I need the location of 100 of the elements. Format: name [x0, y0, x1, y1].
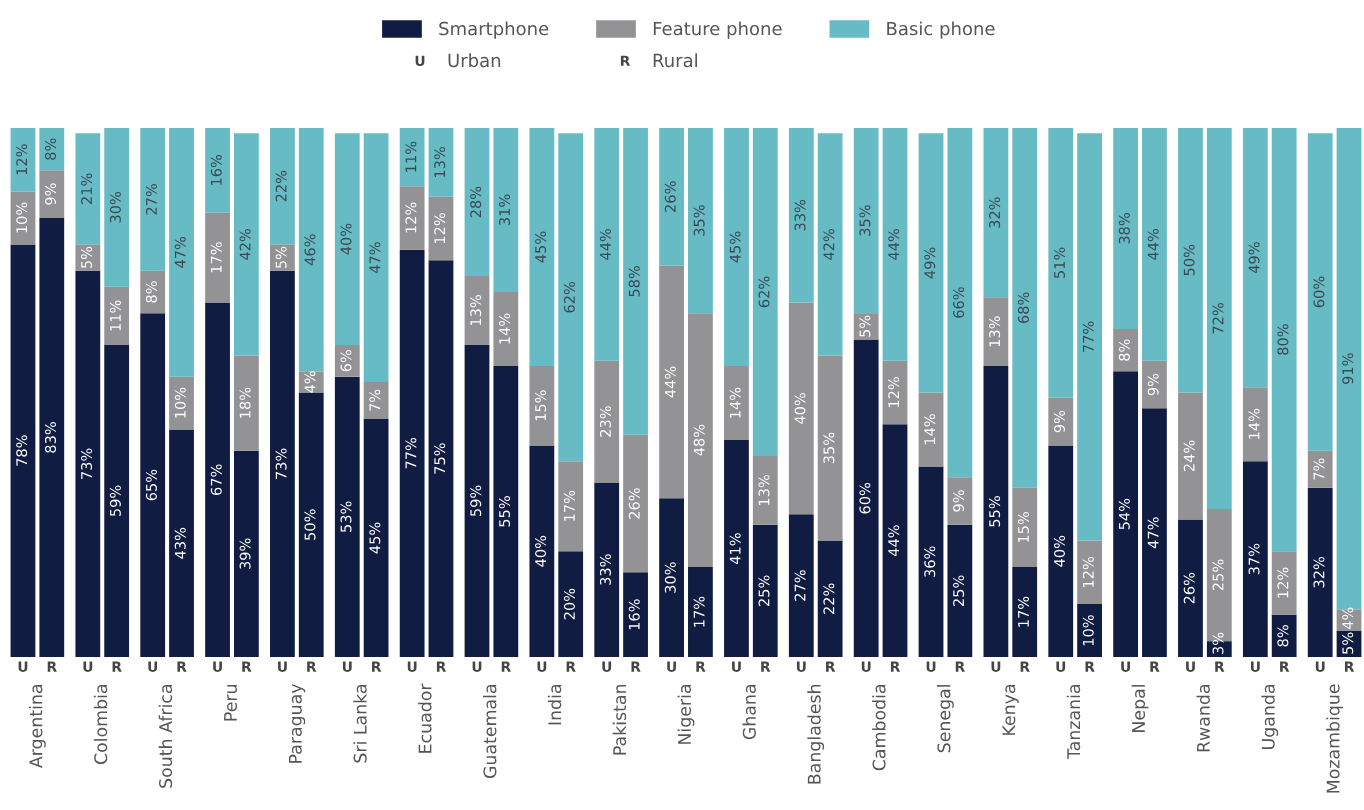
data-label: 48%: [693, 424, 705, 456]
data-label: 59%: [109, 485, 121, 517]
data-label: 14%: [924, 414, 936, 445]
text: Ecuador: [418, 683, 432, 753]
x-tick-label: R: [112, 661, 122, 672]
data-label: 35%: [859, 205, 871, 236]
data-label: 44%: [1147, 228, 1159, 260]
text: Nepal: [1131, 685, 1149, 732]
x-tick-label: R: [696, 661, 706, 672]
data-label: 17%: [693, 596, 705, 627]
data-label: 13%: [470, 295, 482, 326]
data-label: 5%: [1342, 632, 1354, 654]
data-label: 4%: [304, 371, 316, 393]
data-label: 44%: [599, 228, 611, 260]
data-label: 18%: [239, 387, 251, 418]
text: R: [620, 55, 631, 66]
data-label: 20%: [563, 588, 575, 620]
data-label: 62%: [563, 281, 575, 313]
text: Mozambique: [1326, 684, 1344, 793]
data-label: 7%: [1313, 458, 1325, 480]
data-label: 46%: [304, 234, 316, 266]
text: Cambodia: [872, 685, 886, 771]
text: Peru: [224, 685, 238, 721]
text: Paraguay: [288, 683, 306, 763]
data-label: 7%: [369, 389, 381, 411]
data-label: 75%: [434, 443, 446, 474]
data-label: 40%: [794, 392, 806, 424]
data-label: 49%: [924, 247, 936, 279]
data-label: 31%: [499, 194, 511, 226]
text: Bangladesh: [807, 684, 825, 784]
x-tick-label: R: [890, 661, 901, 672]
data-label: 42%: [239, 228, 251, 260]
text: Kenya: [1002, 685, 1019, 735]
data-label: 32%: [1313, 556, 1325, 588]
data-label: 58%: [628, 266, 640, 297]
x-tick-label: U: [537, 661, 547, 672]
data-label: 10%: [16, 202, 28, 233]
data-label: 47%: [369, 242, 381, 274]
data-label: 39%: [239, 538, 251, 569]
data-label: 73%: [275, 448, 287, 479]
data-label: 42%: [823, 228, 835, 260]
data-label: 27%: [145, 184, 157, 215]
data-label: 44%: [888, 228, 900, 260]
data-label: 83%: [45, 422, 57, 453]
text: Urban: [448, 53, 501, 68]
data-label: 26%: [1183, 572, 1195, 604]
data-label: 26%: [628, 488, 640, 519]
data-label: 13%: [434, 146, 446, 177]
x-tick-label: U: [472, 661, 482, 672]
x-tick-label: U: [1186, 661, 1195, 672]
legend-label: Basic phone: [887, 21, 995, 39]
x-tick-label: U: [926, 661, 936, 672]
data-label: 33%: [794, 199, 806, 231]
data-label: 25%: [758, 575, 770, 607]
text: Colombia: [93, 685, 108, 765]
x-tick-label: U: [342, 661, 352, 672]
legend-label: Smartphone: [439, 21, 549, 39]
data-label: 45%: [535, 231, 547, 263]
data-label: 27%: [794, 570, 806, 601]
data-label: 12%: [1082, 556, 1094, 587]
data-label: 38%: [1118, 213, 1130, 244]
x-tick-label: R: [631, 661, 641, 672]
data-label: 91%: [1342, 353, 1354, 384]
x-tick-label: U: [1315, 661, 1325, 672]
x-tick-label: R: [1085, 661, 1095, 672]
data-label: 77%: [1082, 321, 1094, 352]
data-label: 30%: [109, 191, 121, 223]
x-tick-label: R: [501, 661, 511, 672]
data-label: 41%: [729, 533, 741, 565]
text: Argentina: [28, 685, 46, 768]
data-label: 68%: [1017, 292, 1029, 324]
x-tick-label: R: [307, 661, 317, 672]
x-tick-label: U: [861, 661, 871, 672]
x-tick-label: R: [1020, 661, 1030, 672]
data-label: 36%: [924, 546, 936, 577]
data-label: 80%: [1277, 324, 1289, 355]
data-label: 50%: [304, 509, 316, 540]
data-label: 12%: [1277, 567, 1289, 598]
text: Rwanda: [1196, 685, 1210, 752]
data-label: 22%: [275, 170, 287, 202]
data-label: 60%: [859, 482, 871, 514]
x-tick-label: U: [148, 661, 158, 672]
x-tick-label: U: [407, 661, 417, 672]
data-label: 60%: [1313, 276, 1325, 308]
data-label: 40%: [535, 535, 547, 567]
x-tick-label: U: [991, 661, 1001, 672]
data-label: 47%: [174, 236, 186, 268]
data-label: 12%: [888, 377, 900, 408]
x-tick-label: U: [732, 661, 741, 672]
data-label: 10%: [1082, 615, 1094, 646]
data-label: 33%: [599, 554, 611, 585]
x-tick-label: U: [667, 661, 676, 672]
x-tick-label: R: [1150, 661, 1160, 672]
x-tick-label: U: [83, 661, 93, 672]
data-label: 14%: [499, 313, 511, 344]
legend-label: Feature phone: [653, 21, 782, 39]
x-tick-label: U: [1250, 661, 1260, 672]
x-tick-label: R: [955, 661, 965, 672]
data-label: 35%: [823, 432, 835, 464]
text: Ghana: [742, 685, 756, 740]
